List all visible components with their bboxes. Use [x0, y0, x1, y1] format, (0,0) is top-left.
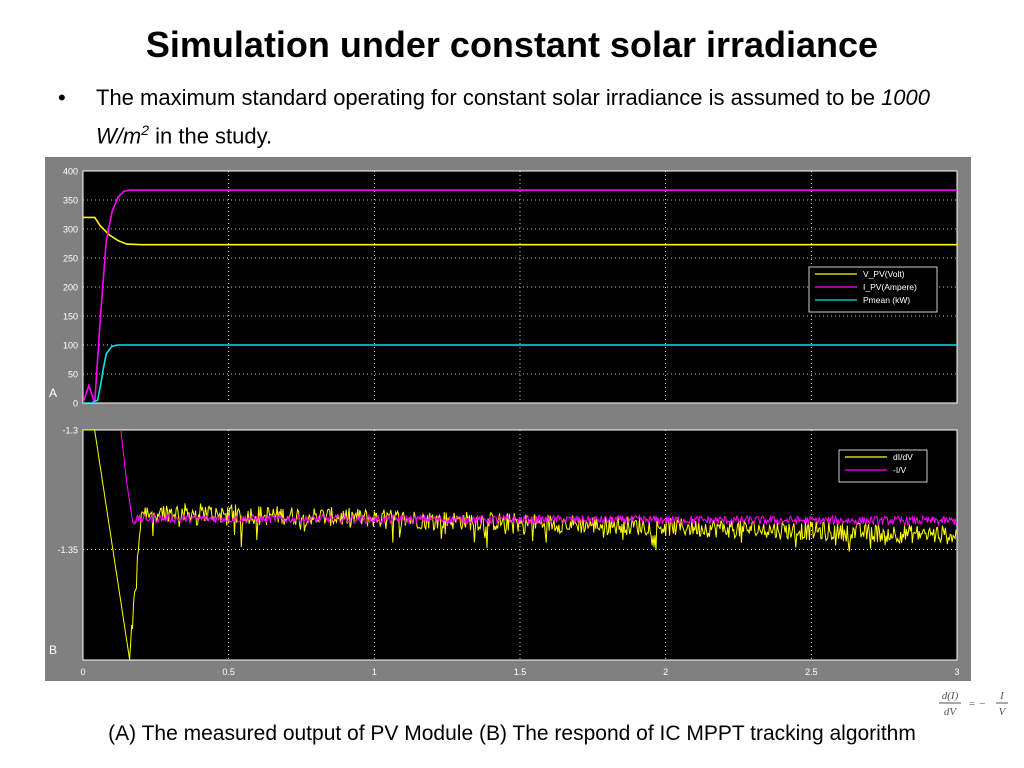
- panel-a-ytick-label: 350: [63, 196, 78, 206]
- irradiance-value: 1000 W/m: [96, 85, 931, 149]
- panel-b-series-di-dv: [83, 430, 957, 660]
- panel-b-xtick-label: 2.5: [805, 667, 818, 677]
- panel-a-ytick-label: 300: [63, 225, 78, 235]
- formula-operator: = −: [968, 698, 986, 710]
- panel-a-series-i-pv-ampere-: [83, 189, 957, 403]
- panel-b-xtick-label: 1.5: [514, 667, 527, 677]
- bullet-text-lead: The maximum standard operating for const…: [96, 85, 882, 110]
- bullet-text-tail: in the study.: [149, 123, 273, 149]
- panel-b-legend-label: dI/dV: [893, 452, 913, 462]
- figure-caption: (A) The measured output of PV Module (B)…: [108, 722, 916, 745]
- panel-b-xtick-label: 1: [372, 667, 377, 677]
- panel-b-xtick-label: 0: [80, 667, 85, 677]
- panel-b-label: B: [49, 643, 57, 657]
- panel-a-series-pmean-kw-: [83, 344, 957, 403]
- panel-a-ytick-label: 0: [73, 399, 78, 409]
- panel-b-series--i-v: [120, 430, 957, 527]
- slide-title: Simulation under constant solar irradian…: [145, 24, 879, 65]
- panel-a-ytick-label: 250: [63, 254, 78, 264]
- panel-a-ytick-label: 150: [63, 312, 78, 322]
- scope-chart: 0 50 100 150 200 250 300 350 400 A V_PV(Volt) I_PV(…: [45, 157, 971, 681]
- panel-b-xtick-label: 0.5: [222, 667, 235, 677]
- bullet-symbol: •: [58, 85, 66, 110]
- ic-formula: d(I) dV = − I V: [939, 690, 1008, 718]
- panel-a-legend-label: I_PV(Ampere): [863, 282, 917, 292]
- panel-b-xtick-label: 2: [663, 667, 668, 677]
- panel-a-ytick-label: 100: [63, 341, 78, 351]
- panel-a-ytick-label: 50: [68, 370, 78, 380]
- irradiance-superscript: 2: [141, 122, 149, 138]
- panel-a-label: A: [49, 386, 57, 400]
- panel-b-plot-area: [82, 429, 958, 661]
- panel-a-series-v-pv-volt-: [83, 216, 957, 246]
- formula-denominator-right: V: [999, 706, 1007, 718]
- formula-denominator-left: dV: [944, 706, 958, 718]
- bullet-text: The maximum standard operating for const…: [96, 82, 976, 152]
- panel-a-legend-label: V_PV(Volt): [863, 269, 905, 279]
- panel-a-legend-label: Pmean (kW): [863, 295, 910, 305]
- panel-a-ytick-label: 400: [63, 167, 78, 177]
- panel-b-legend-box: [838, 449, 928, 483]
- panel-b-xtick-label: 3: [954, 667, 959, 677]
- formula-numerator-left: d(I): [942, 690, 959, 702]
- panel-b-legend-label: -I/V: [893, 465, 907, 475]
- panel-b-ytick-label: -1.3: [62, 426, 78, 436]
- panel-b-ytick-label: -1.35: [57, 545, 78, 555]
- formula-numerator-right: I: [999, 690, 1005, 702]
- panel-a-ytick-label: 200: [63, 283, 78, 293]
